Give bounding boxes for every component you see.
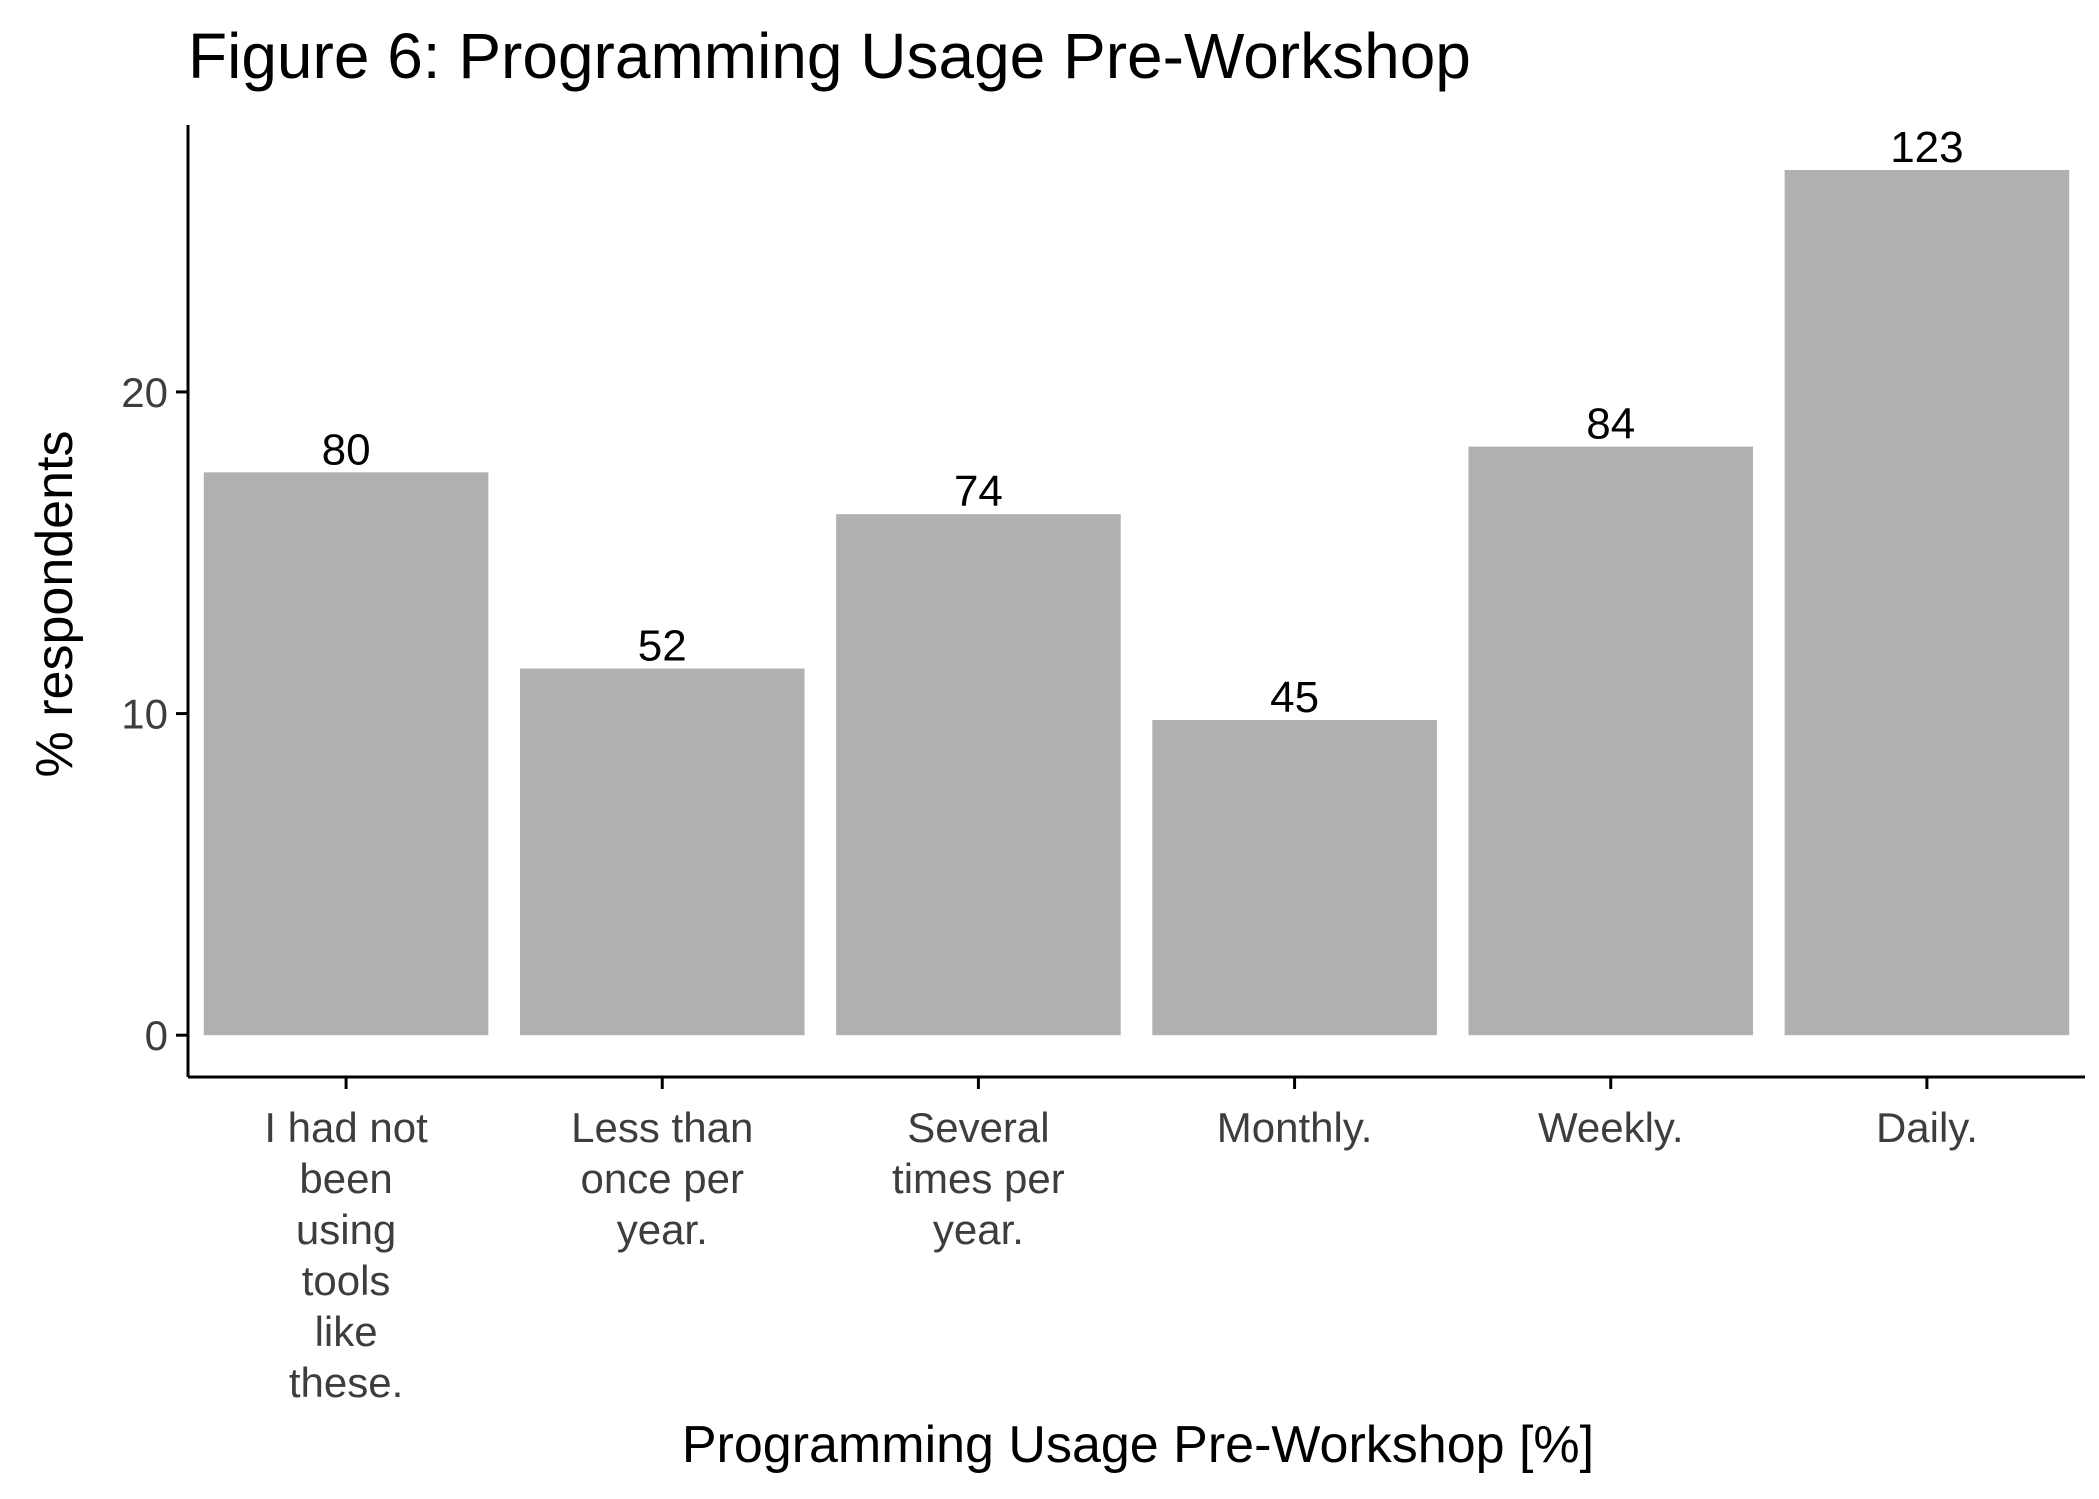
x-tick-label-line: Less than	[571, 1104, 753, 1151]
bar-5	[1468, 446, 1754, 1036]
y-axis-title: % respondents	[26, 431, 84, 778]
x-tick-label-line: Daily.	[1876, 1104, 1978, 1151]
bar-4	[1152, 720, 1437, 1036]
x-tick-label-line: using	[296, 1206, 396, 1253]
y-axis-ticks: 0 10 20	[121, 369, 188, 1059]
data-label-6: 123	[1890, 123, 1963, 172]
x-tick-label-line: Several	[907, 1104, 1049, 1151]
x-tick-label-line: I had not	[264, 1104, 428, 1151]
x-tick-label-line: tools	[302, 1257, 391, 1304]
x-tick-label-line: year.	[933, 1206, 1024, 1253]
x-tick-label-line: year.	[617, 1206, 708, 1253]
bar-2	[519, 668, 805, 1036]
x-tick-label-1: I had not been using tools like these.	[264, 1104, 428, 1406]
x-tick-label-line: been	[299, 1155, 392, 1202]
data-label-5: 84	[1586, 400, 1635, 449]
x-axis-title: Programming Usage Pre-Workshop [%]	[682, 1416, 1594, 1474]
x-tick-label-2: Less than once per year.	[571, 1104, 753, 1253]
x-tick-label-5: Weekly.	[1538, 1104, 1683, 1151]
x-tick-label-line: Weekly.	[1538, 1104, 1683, 1151]
bar-1	[203, 472, 489, 1036]
x-tick-label-6: Daily.	[1876, 1104, 1978, 1151]
x-tick-label-line: once per	[581, 1155, 744, 1202]
y-tick-label-2: 10	[121, 691, 168, 738]
data-label-4: 45	[1270, 673, 1319, 722]
bars-group	[203, 170, 2070, 1036]
x-tick-label-line: times per	[892, 1155, 1065, 1202]
data-label-3: 74	[954, 467, 1003, 516]
chart-title: Figure 6: Programming Usage Pre-Workshop	[188, 20, 1471, 92]
bar-3	[836, 514, 1121, 1036]
x-tick-label-3: Several times per year.	[892, 1104, 1065, 1253]
x-tick-label-4: Monthly.	[1217, 1104, 1373, 1151]
bar-6	[1784, 170, 2070, 1036]
y-tick-label-1: 0	[145, 1012, 168, 1059]
y-tick-label-3: 20	[121, 369, 168, 416]
data-label-2: 52	[638, 622, 687, 671]
x-tick-label-line: like	[315, 1308, 378, 1355]
x-tick-label-line: these.	[289, 1359, 403, 1406]
data-label-1: 80	[322, 425, 371, 474]
data-labels-group: 80 52 74 45 84 123	[322, 123, 1964, 722]
x-axis-ticks: I had not been using tools like these. Less th…	[264, 1077, 1978, 1406]
x-tick-label-line: Monthly.	[1217, 1104, 1373, 1151]
